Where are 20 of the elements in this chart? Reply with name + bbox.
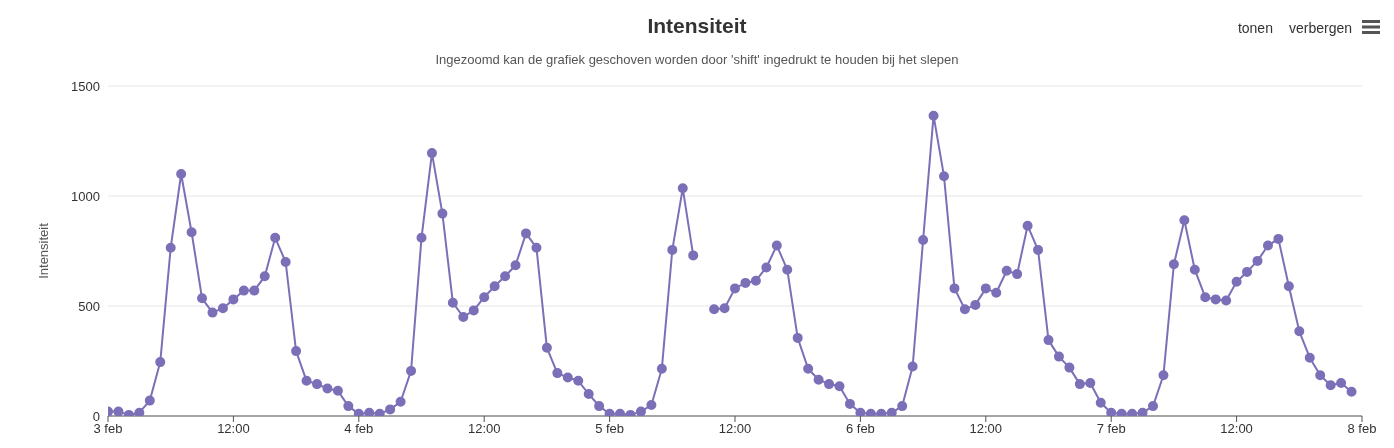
x-tick-label: 5 feb xyxy=(595,421,625,437)
x-tick-label: 4 feb xyxy=(344,421,374,437)
x-tick-label: 6 feb xyxy=(845,421,875,437)
y-tick-label: 500 xyxy=(78,298,100,314)
x-tick-label: 3 feb xyxy=(93,421,123,437)
y-tick-label: 1000 xyxy=(71,188,100,204)
x-tick-label: 12:00 xyxy=(217,421,250,437)
chart-subtitle: Ingezoomd kan de grafiek geschoven worden door 'shift' ingedrukt te houden bij het slepen xyxy=(434,52,960,67)
text: tonen xyxy=(1237,20,1273,36)
x-tick-label: 12:00 xyxy=(969,421,1003,437)
x-tick-label: 12:00 xyxy=(718,421,752,437)
x-tick-label: 12:00 xyxy=(467,421,501,437)
y-tick-label: 0 xyxy=(92,408,100,424)
chart-title: Intensiteit xyxy=(647,14,747,37)
x-tick-label: 7 feb xyxy=(1096,421,1126,437)
y-axis-title: Intensiteit xyxy=(35,222,51,279)
x-tick-label: 12:00 xyxy=(1220,421,1253,437)
y-tick-label: 1500 xyxy=(71,78,100,94)
text: verbergen xyxy=(1288,20,1352,36)
x-tick-label: 8 feb xyxy=(1347,421,1377,437)
